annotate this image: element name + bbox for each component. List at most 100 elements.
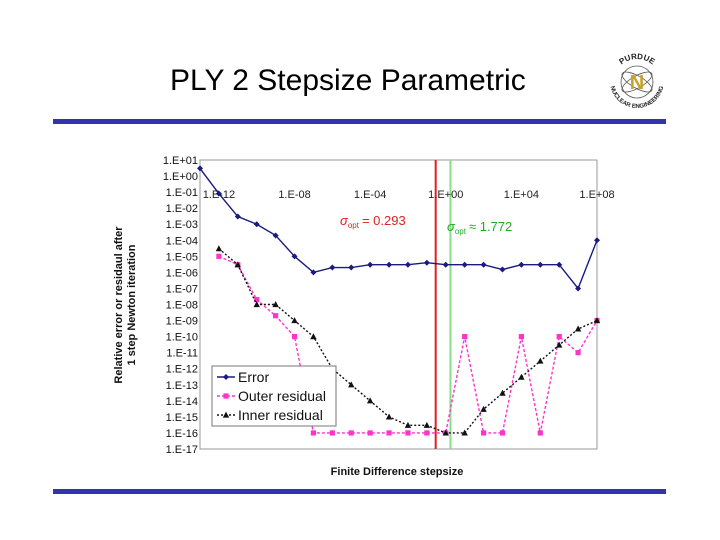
data-point-error	[556, 261, 563, 268]
legend-label-inner-residual: Inner residual	[238, 407, 323, 423]
data-point-outer-residual	[348, 430, 354, 436]
data-point-outer-residual	[216, 253, 222, 259]
data-point-error	[442, 261, 449, 268]
data-point-error	[518, 261, 525, 268]
sigma-annotation-2: σopt ≈ 1.772	[447, 219, 512, 236]
data-point-error	[215, 190, 222, 197]
data-point-error	[594, 237, 600, 244]
y-axis-label-line2: 1 step Newton iteration	[126, 244, 138, 365]
data-point-inner-residual	[574, 325, 582, 332]
data-point-outer-residual	[480, 430, 487, 436]
data-point-outer-residual	[499, 430, 506, 436]
data-point-inner-residual	[593, 317, 601, 324]
data-point-error	[480, 261, 487, 268]
data-point-outer-residual	[518, 334, 524, 340]
series-inner-residual	[215, 245, 601, 436]
data-point-inner-residual	[234, 261, 242, 268]
data-point-outer-residual	[329, 430, 335, 436]
data-point-outer-residual	[367, 430, 373, 436]
legend-label-outer-residual: Outer residual	[238, 388, 326, 404]
data-point-error	[499, 266, 506, 273]
data-point-inner-residual	[291, 317, 298, 324]
data-point-outer-residual	[405, 430, 411, 436]
series-error	[197, 165, 600, 292]
data-point-inner-residual	[215, 245, 223, 252]
data-point-inner-residual	[499, 389, 506, 396]
x-tick-label: 1.E+04	[504, 189, 539, 201]
bottom-rule	[53, 489, 666, 494]
x-tick-label: 1.E+00	[428, 189, 463, 201]
y-tick-label: 1.E-06	[166, 267, 198, 279]
data-point-error	[537, 261, 544, 268]
data-point-inner-residual	[461, 429, 468, 436]
data-point-error	[367, 261, 374, 268]
y-tick-label: 1.E-16	[166, 428, 198, 440]
data-point-outer-residual	[556, 334, 562, 340]
data-point-inner-residual	[253, 301, 260, 308]
data-point-outer-residual	[254, 297, 260, 303]
university-logo: N PURDUE NUCLEAR ENGINEERING	[609, 52, 666, 110]
y-tick-label: 1.E-03	[166, 219, 198, 231]
y-tick-label: 1.E-10	[166, 332, 198, 344]
data-point-inner-residual	[518, 373, 525, 380]
data-point-error	[386, 261, 393, 268]
data-point-outer-residual	[575, 350, 581, 356]
y-axis-label-line1: Relative error or residaul after	[113, 226, 125, 384]
legend-marker-outer-residual	[223, 393, 229, 399]
y-tick-label: 1.E+01	[163, 155, 198, 167]
data-point-inner-residual	[272, 301, 279, 308]
data-point-outer-residual	[291, 334, 298, 340]
top-rule	[53, 119, 666, 124]
data-point-error	[575, 285, 582, 292]
slide-title: PLY 2 Stepsize Parametric	[170, 64, 526, 97]
logo-letter: N	[630, 72, 644, 94]
y-tick-label: 1.E-12	[166, 364, 198, 376]
data-point-outer-residual	[424, 430, 430, 436]
y-tick-label: 1.E-07	[166, 283, 198, 295]
data-point-outer-residual	[273, 313, 279, 319]
data-point-outer-residual	[310, 430, 317, 436]
x-tick-label: 1.E-12	[203, 189, 235, 201]
data-point-inner-residual	[537, 357, 544, 364]
data-point-inner-residual	[404, 421, 412, 428]
sigma-annotation-1: σopt = 0.293	[340, 213, 406, 230]
y-tick-label: 1.E-02	[166, 203, 198, 215]
x-axis-label: Finite Difference stepsize	[331, 466, 464, 478]
y-tick-label: 1.E-15	[166, 412, 198, 424]
y-tick-label: 1.E-17	[166, 444, 198, 456]
data-point-error	[253, 221, 260, 228]
data-point-inner-residual	[480, 405, 487, 412]
data-point-error	[461, 261, 468, 268]
data-point-error	[329, 264, 336, 271]
data-point-error	[197, 165, 203, 172]
x-tick-label: 1.E-04	[354, 189, 386, 201]
data-point-inner-residual	[385, 413, 393, 420]
series-line-error	[199, 167, 598, 290]
data-point-inner-residual	[423, 421, 431, 428]
data-point-inner-residual	[310, 333, 317, 340]
y-tick-label: 1.E-09	[166, 316, 198, 328]
y-tick-label: 1.E-08	[166, 300, 198, 312]
data-point-inner-residual	[555, 341, 563, 348]
y-tick-label: 1.E-04	[166, 235, 198, 247]
y-tick-label: 1.E-05	[166, 251, 198, 263]
legend-label-error: Error	[238, 369, 269, 385]
data-point-error	[423, 259, 430, 266]
data-point-error	[404, 261, 411, 268]
data-point-outer-residual	[386, 430, 392, 436]
data-point-error	[291, 253, 298, 260]
legend-marker-error	[223, 374, 229, 380]
svg-text:PURDUE: PURDUE	[617, 52, 657, 67]
data-point-outer-residual	[537, 430, 543, 436]
y-tick-label: 1.E+00	[163, 171, 198, 183]
legend-marker-inner-residual	[222, 411, 230, 418]
data-point-error	[272, 232, 279, 239]
y-tick-label: 1.E-14	[166, 396, 198, 408]
x-tick-label: 1.E+08	[579, 189, 614, 201]
data-point-outer-residual	[462, 334, 468, 340]
data-point-inner-residual	[366, 397, 374, 404]
data-point-inner-residual	[442, 429, 449, 436]
data-point-inner-residual	[348, 381, 355, 388]
data-point-error	[310, 269, 317, 276]
